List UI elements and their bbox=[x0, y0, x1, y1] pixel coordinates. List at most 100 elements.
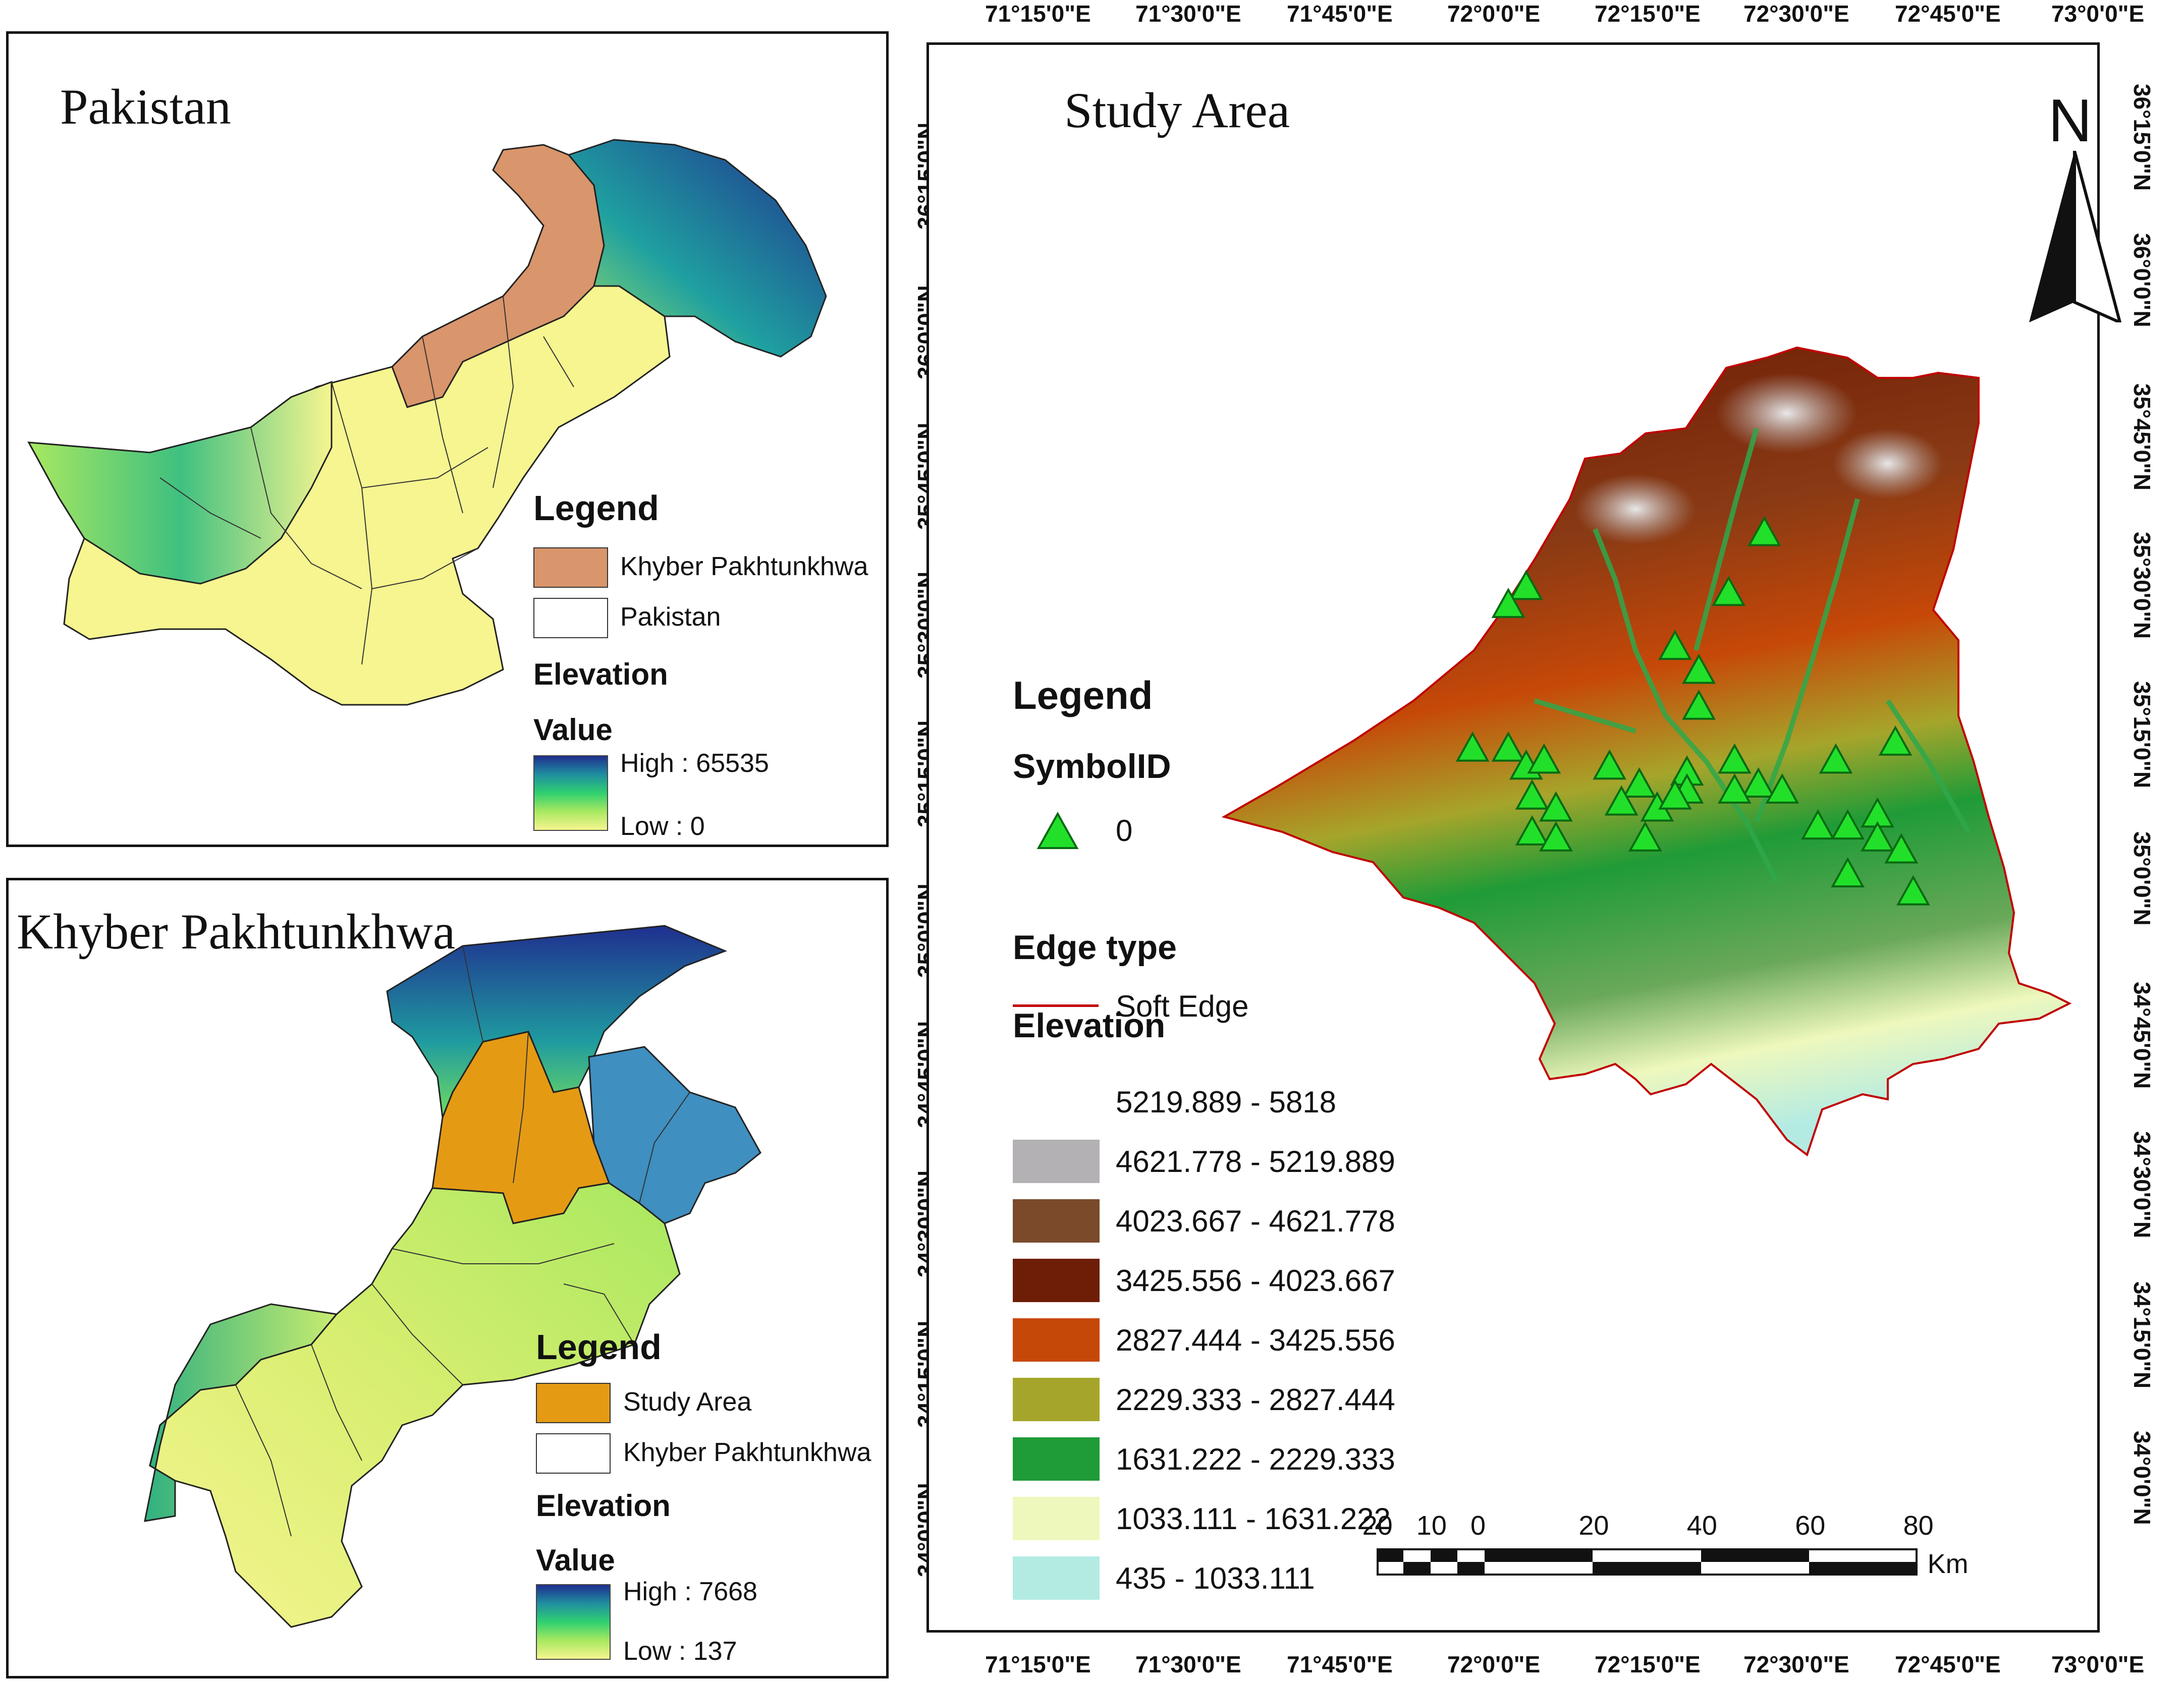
elevation-class-swatch bbox=[1013, 1199, 1100, 1243]
study-area-swatch bbox=[536, 1383, 611, 1423]
kp-low-label: Low : 137 bbox=[623, 1637, 737, 1666]
pakistan-legend-label: Pakistan bbox=[620, 602, 721, 632]
sample-point-marker bbox=[1801, 809, 1835, 840]
scale-bar-segment bbox=[1430, 1548, 1458, 1562]
pakistan-high-label: High : 65535 bbox=[620, 749, 769, 778]
right-lat-label: 36°15'0"N bbox=[2129, 84, 2155, 191]
peak-area bbox=[1575, 474, 1696, 544]
sample-point-marker bbox=[1658, 629, 1692, 660]
top-lon-label: 72°45'0"E bbox=[1895, 1, 2001, 27]
elevation-class-swatch bbox=[1013, 1140, 1100, 1183]
scale-bar-segment bbox=[1485, 1548, 1593, 1562]
study-area-legend-label: Study Area bbox=[623, 1387, 752, 1417]
north-arrow-icon bbox=[2029, 151, 2122, 322]
right-lat-label: 34°15'0"N bbox=[2129, 1281, 2155, 1389]
kp-high-label: High : 7668 bbox=[623, 1577, 757, 1606]
scale-tick-label: 0 bbox=[1470, 1510, 1486, 1541]
kp-elevation-ramp bbox=[536, 1584, 611, 1660]
scale-bar-segment bbox=[1376, 1548, 1404, 1562]
sample-points-layer bbox=[1455, 516, 1930, 906]
sample-point-marker bbox=[1491, 731, 1525, 762]
sample-point-marker bbox=[1718, 773, 1752, 804]
elevation-class-label: 1033.111 - 1631.222 bbox=[1116, 1502, 1391, 1536]
elevation-class-label: 2827.444 - 3425.556 bbox=[1116, 1323, 1395, 1357]
top-lon-label: 71°30'0"E bbox=[1135, 1, 1241, 27]
kp-legend-title: Legend bbox=[536, 1327, 662, 1367]
right-lat-label: 34°30'0"N bbox=[2129, 1131, 2155, 1239]
sample-point-marker bbox=[1896, 875, 1930, 906]
elevation-class-swatch bbox=[1013, 1318, 1100, 1362]
scale-tick-label: 20 bbox=[1578, 1510, 1609, 1541]
top-lon-label: 71°15'0"E bbox=[985, 1, 1091, 27]
study-area-polygon bbox=[1221, 346, 2072, 1157]
pakistan-low-label: Low : 0 bbox=[620, 812, 705, 841]
kp-highlight bbox=[391, 144, 605, 408]
right-lat-label: 36°0'0"N bbox=[2129, 233, 2155, 327]
bottom-lon-label: 71°45'0"E bbox=[1287, 1651, 1393, 1677]
bottom-lon-label: 71°30'0"E bbox=[1135, 1651, 1241, 1677]
peak-area bbox=[1832, 428, 1943, 499]
sample-point-marker bbox=[1515, 815, 1549, 846]
scale-tick-label: 20 bbox=[1362, 1510, 1393, 1541]
sample-point-marker bbox=[1628, 821, 1662, 852]
kp-value-title: Value bbox=[536, 1543, 615, 1577]
kp-title: Khyber Pakhtunkhwa bbox=[17, 904, 456, 960]
elevation-class-label: 2229.333 - 2827.444 bbox=[1116, 1383, 1395, 1417]
pakistan-legend-title: Legend bbox=[533, 488, 659, 528]
elevation-class-swatch bbox=[1013, 1437, 1100, 1481]
sample-point-marker bbox=[1622, 767, 1656, 798]
kp-elevation-title: Elevation bbox=[536, 1489, 671, 1523]
sample-point-marker bbox=[1878, 725, 1913, 756]
right-lat-label: 35°45'0"N bbox=[2129, 383, 2155, 491]
sample-point-marker bbox=[1491, 587, 1525, 618]
elevation-class-swatch bbox=[1013, 1378, 1100, 1421]
bottom-lon-label: 72°45'0"E bbox=[1895, 1651, 2001, 1677]
scale-bar-segment bbox=[1403, 1562, 1431, 1576]
top-lon-label: 72°0'0"E bbox=[1447, 1, 1541, 27]
sample-point-marker bbox=[1748, 516, 1781, 546]
kp-legend-label: Khyber Pakhtunkhwa bbox=[620, 552, 868, 581]
bottom-lon-label: 71°15'0"E bbox=[985, 1651, 1091, 1677]
sample-point-marker bbox=[1658, 779, 1692, 810]
top-lon-label: 72°30'0"E bbox=[1743, 1, 1849, 27]
northern-mountains bbox=[567, 139, 827, 358]
sample-point-marker bbox=[1741, 767, 1775, 798]
elevation-class-swatch bbox=[1013, 1259, 1100, 1302]
bottom-lon-label: 73°0'0"E bbox=[2051, 1651, 2145, 1677]
pakistan-map bbox=[27, 139, 827, 706]
kp-boundary-swatch bbox=[536, 1433, 611, 1474]
right-lat-label: 34°45'0"N bbox=[2129, 982, 2155, 1089]
elevation-class-swatch bbox=[1013, 1556, 1100, 1600]
kp-inset-map: Khyber Pakhtunkhwa bbox=[6, 878, 889, 1678]
sample-point-marker bbox=[1604, 785, 1639, 816]
sample-point-marker bbox=[1527, 743, 1561, 774]
pakistan-value-title: Value bbox=[533, 713, 613, 747]
sample-point-marker bbox=[1831, 857, 1865, 887]
study-area-title: Study Area bbox=[1064, 82, 1290, 138]
scale-tick-label: 10 bbox=[1416, 1510, 1447, 1541]
elevation-class-label: 4621.778 - 5219.889 bbox=[1116, 1145, 1395, 1179]
soft-edge-label: Soft Edge bbox=[1116, 989, 1249, 1023]
district-boundaries bbox=[159, 296, 574, 665]
north-label: N bbox=[2048, 87, 2092, 154]
sample-point-marker bbox=[1884, 833, 1919, 864]
sample-point-marker bbox=[1819, 743, 1853, 774]
elevation-class-label: 4023.667 - 4621.778 bbox=[1116, 1204, 1395, 1238]
scale-bar-segment bbox=[1701, 1548, 1810, 1562]
peak-area bbox=[1716, 373, 1858, 454]
kp-map bbox=[144, 925, 761, 1628]
pakistan-swatch bbox=[533, 598, 608, 638]
scale-tick-label: 80 bbox=[1903, 1510, 1934, 1541]
pakistan-elevation-ramp bbox=[533, 755, 608, 831]
sample-point-marker bbox=[1455, 731, 1490, 762]
symbolid-value: 0 bbox=[1116, 814, 1133, 848]
study-area-map: Study Area N bbox=[926, 42, 2122, 1633]
top-lon-label: 72°15'0"E bbox=[1595, 1, 1701, 27]
elevation-class-label: 5219.889 - 5818 bbox=[1116, 1085, 1337, 1119]
symbolid-title: SymbolID bbox=[1013, 747, 1171, 786]
top-lon-label: 71°45'0"E bbox=[1287, 1, 1393, 27]
kp-district-boundaries bbox=[235, 945, 690, 1537]
pakistan-title: Pakistan bbox=[60, 79, 231, 135]
study-area-dem bbox=[1221, 346, 2072, 1157]
edge-type-title: Edge type bbox=[1013, 928, 1177, 967]
